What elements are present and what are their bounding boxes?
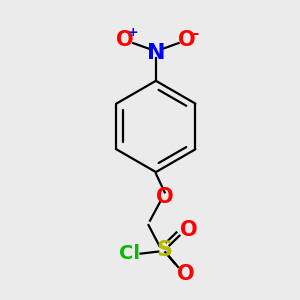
Text: N: N bbox=[147, 43, 165, 63]
Text: O: O bbox=[116, 30, 134, 50]
Text: Cl: Cl bbox=[119, 244, 140, 262]
Text: O: O bbox=[178, 30, 196, 50]
Text: O: O bbox=[180, 220, 198, 240]
Text: +: + bbox=[128, 26, 139, 39]
Text: O: O bbox=[177, 264, 195, 284]
Text: O: O bbox=[156, 187, 173, 207]
Text: -: - bbox=[193, 26, 199, 40]
Text: S: S bbox=[157, 240, 173, 260]
